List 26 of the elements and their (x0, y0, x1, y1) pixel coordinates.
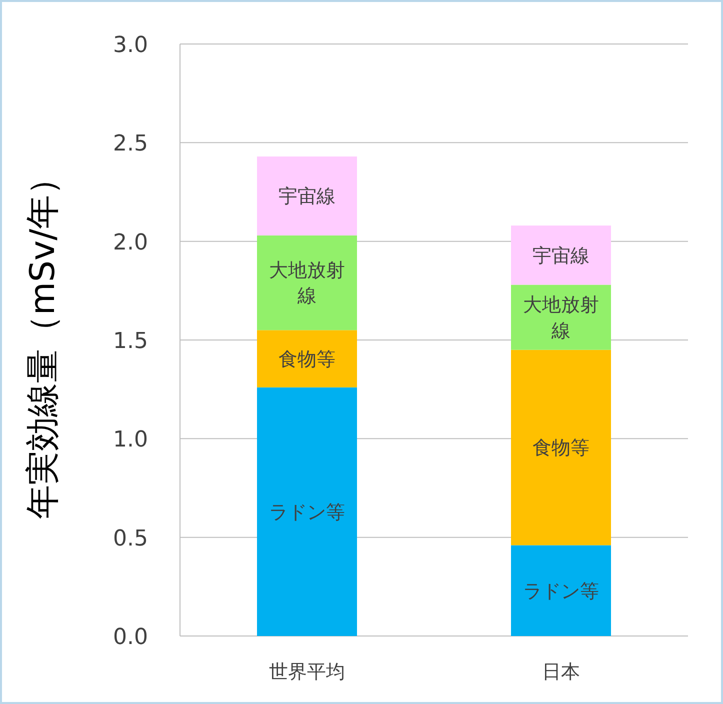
series-label: ラドン等 (269, 501, 345, 524)
y-tick-label: 2.0 (113, 230, 148, 256)
bar (257, 330, 357, 388)
text: 食物等 (532, 437, 590, 460)
bar (257, 156, 357, 236)
y-axis-title: 年実効線量（mSv/年） (23, 160, 63, 520)
bar (511, 226, 611, 285)
x-tick-label: 世界平均 (269, 661, 345, 683)
y-tick-label: 1.0 (113, 428, 148, 453)
text: ラドン等 (523, 580, 599, 602)
x-tick-label: 日本 (542, 661, 580, 683)
y-tick-label: 0.0 (113, 625, 148, 650)
bar (257, 235, 357, 330)
y-tick-label: 3.0 (113, 33, 148, 58)
y-tick-label: 2.5 (113, 132, 148, 157)
text: 宇宙線 (278, 186, 336, 208)
series-label: 大地放射線 (523, 294, 599, 342)
text: 大地放射線 (269, 260, 345, 308)
y-tick-label: 0.5 (113, 526, 148, 552)
bar (257, 387, 357, 636)
bar (511, 284, 611, 350)
bar (511, 545, 611, 636)
series-label: 宇宙線 (532, 244, 590, 267)
y-tick-label: 1.5 (113, 329, 148, 354)
series-label: 食物等 (278, 348, 336, 370)
bar (511, 350, 611, 546)
